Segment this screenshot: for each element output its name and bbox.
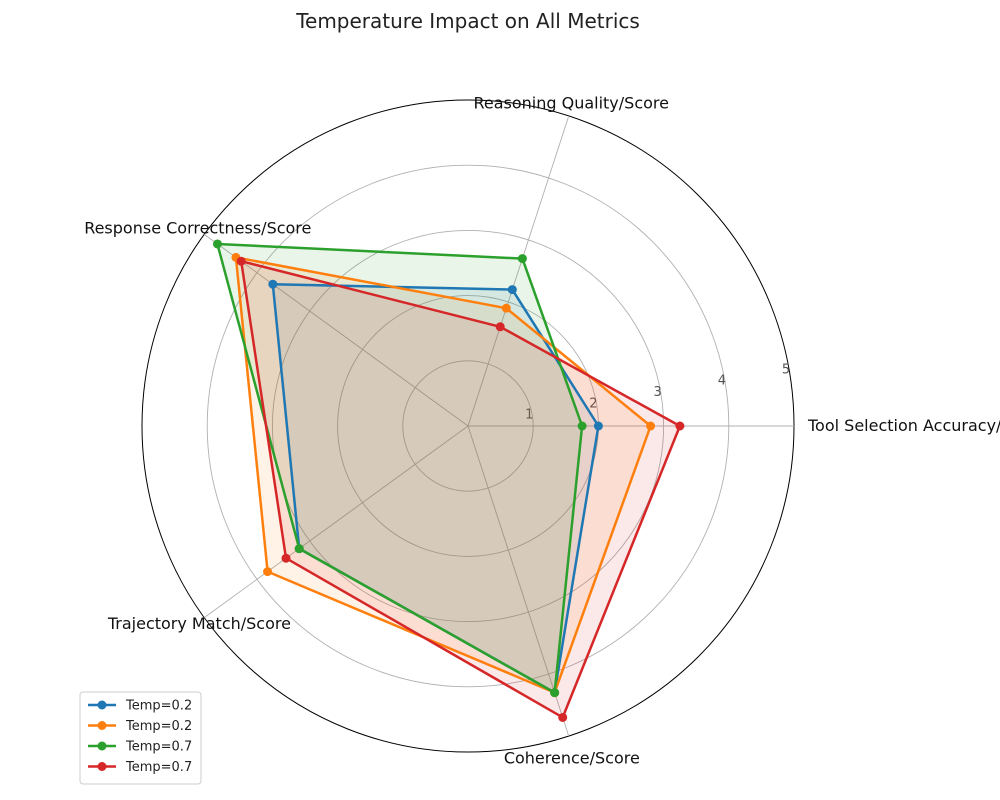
data-point [577, 421, 587, 431]
series-line [234, 256, 652, 694]
spoke-line [203, 234, 469, 427]
data-point [268, 279, 278, 289]
data-point [501, 303, 511, 313]
data-point [646, 421, 656, 431]
data-point [236, 256, 246, 266]
r-tick-label: 4 [718, 374, 726, 389]
spoke-line [467, 115, 570, 427]
axis-label: Tool Selection Accuracy/Score [807, 416, 1000, 435]
data-point [550, 688, 560, 698]
series-fill [235, 257, 651, 693]
series-line [239, 259, 682, 719]
data-point [281, 553, 291, 563]
chart-title: Temperature Impact on All Metrics [295, 9, 640, 33]
legend-label: Temp=0.7 [125, 760, 192, 775]
data-point [558, 712, 568, 722]
r-tick-label: 5 [782, 362, 790, 377]
data-point [593, 421, 603, 431]
legend-label: Temp=0.7 [125, 740, 192, 755]
axis-label: Response Correctness/Score [84, 219, 311, 238]
polar-grid: 1 2 3 4 5 [141, 99, 795, 753]
data-point [212, 239, 222, 249]
axis-label: Reasoning Quality/Score [473, 93, 669, 112]
series-line [271, 282, 600, 694]
axis-label: Trajectory Match/Score [107, 614, 291, 633]
data-point [263, 567, 273, 577]
series-fill [217, 244, 583, 693]
legend-label: Temp=0.2 [125, 719, 192, 734]
series-fill [272, 284, 599, 693]
series-fill [241, 261, 680, 718]
axis-label: Coherence/Score [504, 749, 640, 768]
data-point [675, 421, 685, 431]
data-point [507, 285, 517, 295]
legend-frame [79, 691, 202, 785]
spoke-line [467, 425, 570, 737]
legend-marker [97, 700, 107, 710]
data-point [517, 254, 527, 264]
axis-labels: Tool Selection Accuracy/Score Reasoning Q… [84, 93, 1000, 767]
data-point [294, 544, 304, 554]
spoke-line [203, 425, 469, 618]
legend-marker [97, 721, 107, 730]
r-tick-label: 3 [653, 385, 661, 400]
r-tick-label: 1 [525, 408, 533, 423]
series-lines [212, 239, 685, 722]
legend-label: Temp=0.2 [125, 699, 192, 714]
legend-marker [97, 762, 107, 771]
series-line [216, 242, 584, 694]
legend: Temp=0.2 Temp=0.2 Temp=0.7 Temp=0.7 [79, 691, 202, 785]
data-point [495, 322, 505, 332]
legend-marker [97, 741, 107, 751]
r-tick-label: 2 [589, 396, 597, 411]
